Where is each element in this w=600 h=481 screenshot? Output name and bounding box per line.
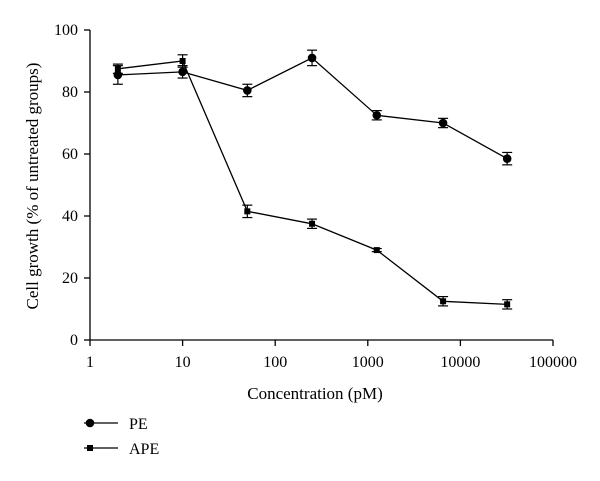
legend-marker-ape (87, 445, 93, 451)
data-point-ape (373, 247, 380, 254)
y-tick-label: 0 (70, 332, 78, 349)
x-tick-label: 100000 (529, 354, 577, 371)
series-layer (112, 49, 513, 310)
data-point-ape (440, 298, 447, 305)
data-point-pe (178, 67, 187, 77)
legend-label-pe: PE (129, 416, 148, 433)
y-axis-label: Cell growth (% of untreated groups) (23, 63, 42, 310)
y-tick-label: 40 (62, 208, 78, 225)
data-point-pe (243, 86, 252, 95)
axes: 0 20 40 60 80 100 1 10 100 1000 10000 100000 (54, 22, 577, 371)
series-line-pe (117, 57, 508, 160)
legend-item-pe: PE (84, 416, 148, 433)
y-tick-label: 100 (54, 22, 78, 39)
x-tick-label: 1000 (352, 354, 384, 371)
data-point-pe (307, 53, 317, 63)
x-tick-label: 1 (86, 354, 94, 371)
data-point-ape (504, 301, 511, 308)
x-tick-label: 100 (263, 354, 287, 371)
data-point-pe (502, 154, 512, 163)
data-point-pe (113, 70, 123, 80)
data-point-ape (309, 220, 316, 227)
y-tick-label: 60 (62, 146, 78, 163)
data-point-ape (114, 65, 121, 72)
x-tick-label: 10000 (440, 354, 480, 371)
legend-label-ape: APE (129, 441, 159, 458)
series-pe (112, 49, 513, 166)
y-tick-label: 20 (62, 270, 78, 287)
x-tick-label: 10 (175, 354, 191, 371)
series-ape (112, 54, 513, 310)
series-line-ape (117, 60, 508, 306)
data-point-ape (244, 208, 251, 215)
data-point-pe (438, 118, 448, 128)
data-point-ape (179, 58, 186, 64)
data-point-pe (372, 110, 382, 120)
y-tick-label: 80 (62, 84, 78, 101)
legend-marker-pe (85, 418, 95, 428)
legend: PE APE (84, 416, 159, 458)
x-axis-label: Concentration (pM) (247, 384, 383, 403)
legend-item-ape: APE (84, 441, 159, 458)
